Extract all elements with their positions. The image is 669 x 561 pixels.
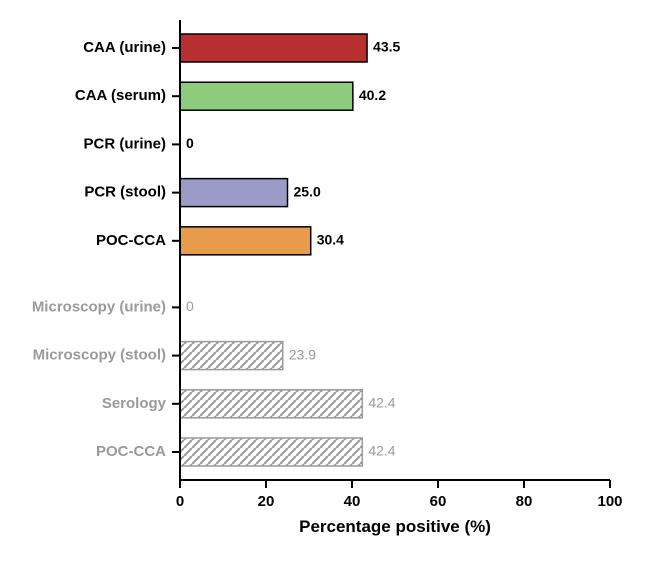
category-label: POC-CCA: [96, 232, 166, 249]
category-label: CAA (serum): [75, 87, 166, 104]
bar: [180, 438, 362, 466]
bar-chart: CAA (urine) 43.5 CAA (serum) 40.2 PCR (urine…: [0, 0, 669, 561]
x-tick-label: 40: [344, 493, 361, 510]
value-label: 23.9: [289, 346, 316, 362]
category-label: Microscopy (urine): [32, 298, 166, 315]
category-label: CAA (urine): [83, 39, 166, 56]
x-tick-label: 100: [597, 493, 622, 510]
category-label: Microscopy (stool): [33, 347, 166, 364]
x-tick-label: 80: [516, 493, 533, 510]
value-label: 43.5: [373, 39, 400, 55]
value-label: 25.0: [294, 183, 321, 199]
x-tick-label: 60: [430, 493, 447, 510]
value-label: 0: [186, 135, 194, 151]
bar: [180, 390, 362, 418]
x-axis-title: Percentage positive (%): [299, 517, 491, 536]
bar: [180, 179, 288, 207]
bar: [180, 34, 367, 62]
x-tick-label: 20: [258, 493, 275, 510]
bar: [180, 82, 353, 110]
bar: [180, 342, 283, 370]
chart-container: { "chart": { "type": "bar-horizontal", "…: [0, 0, 669, 561]
category-label: POC-CCA: [96, 443, 166, 460]
category-label: Serology: [102, 395, 167, 412]
value-label: 40.2: [359, 87, 386, 103]
value-label: 42.4: [368, 394, 395, 410]
value-label: 42.4: [368, 443, 395, 459]
value-label: 0: [186, 298, 194, 314]
bar: [180, 227, 311, 255]
category-label: PCR (stool): [84, 184, 166, 201]
value-label: 30.4: [317, 232, 344, 248]
category-label: PCR (urine): [84, 135, 167, 152]
x-tick-label: 0: [176, 493, 184, 510]
